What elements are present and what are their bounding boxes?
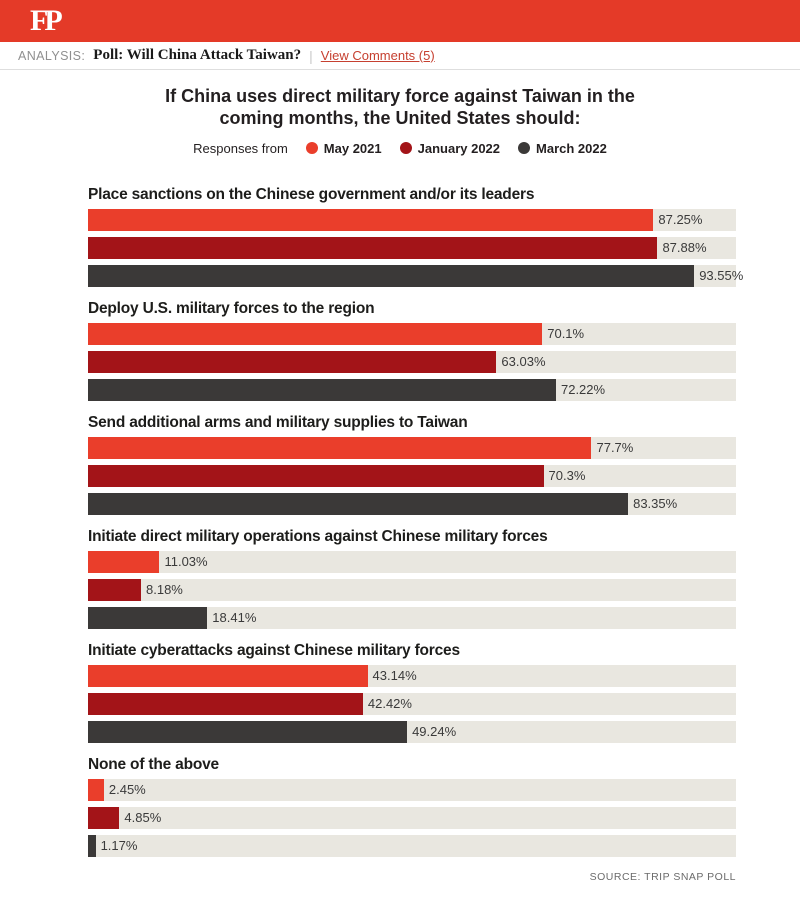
bar-may-2021 [88,436,592,459]
bar-may-2021 [88,550,160,573]
bar-track: 93.55% [88,264,743,287]
category-label: Send additional arms and military suppli… [88,413,468,431]
legend-item-january-2022: January 2022 [399,140,501,156]
legend-dot-icon-january-2022 [399,142,412,155]
article-title: Poll: Will China Attack Taiwan? [93,47,302,63]
legend-item-march-2022: March 2022 [518,141,607,156]
value-label: 83.35% [633,495,678,511]
bar-march-2022 [88,492,629,515]
chart-title-line-1: If China uses direct military force agai… [165,86,635,106]
bar-track: 18.41% [88,606,736,629]
bar-track: 42.42% [88,692,736,715]
bar-march-2022 [88,834,96,857]
value-label: 70.1% [547,325,585,341]
legend-prefix: Responses from [193,140,288,156]
value-label: 8.18% [146,581,183,597]
chart-title-line-2: coming months, the United States should: [219,107,581,128]
bar-track: 87.88% [88,236,736,259]
legend-label-march-2022: March 2022 [536,140,607,156]
bar-january-2022 [88,578,141,601]
category-label: Initiate direct military operations agai… [88,527,548,545]
value-label: 77.7% [596,439,634,455]
bar-march-2022 [88,606,208,629]
bar-may-2021 [88,208,654,231]
value-label: 72.22% [560,381,606,397]
bar-track: 70.1% [88,322,736,345]
value-label: 11.03% [164,553,208,569]
bar-group-0: Place sanctions on the Chinese governmen… [88,185,743,287]
category-label: Initiate cyberattacks against Chinese mi… [88,641,460,659]
kicker-label: ANALYSIS: [18,48,86,63]
value-label: 70.3% [548,467,586,483]
bar-track: 2.45% [88,778,736,801]
bar-track: 70.3% [88,464,736,487]
category-label: None of the above [88,755,219,773]
value-label: 18.41% [212,609,257,625]
bar-track: 83.35% [88,492,736,515]
separator: | [309,47,313,64]
view-comments-link[interactable]: View Comments (5) [320,48,435,63]
category-label: Place sanctions on the Chinese governmen… [88,185,535,203]
chart-title: If China uses direct military force agai… [0,86,800,130]
value-label: 1.17% [100,837,138,853]
value-label: 49.24% [412,723,457,739]
legend-label-may-2021: May 2021 [323,140,382,156]
legend: Responses from May 2021 January 2022 March… [0,141,800,156]
bar-track: 63.03% [88,350,736,373]
legend-label-january-2022: January 2022 [417,140,501,156]
bar-track: 77.7% [88,436,736,459]
top-banner: FP [0,0,800,42]
bar-march-2022 [88,378,556,401]
fp-logo[interactable]: FP [30,4,63,37]
bar-group-4: Initiate cyberattacks against Chinese mi… [88,642,736,743]
bar-track: 87.25% [88,208,736,231]
bar-track: 1.17% [88,834,736,857]
bar-track: 8.18% [88,578,736,601]
value-label: 4.85% [124,809,162,825]
bar-may-2021 [88,664,368,687]
bar-group-2: Send additional arms and military suppli… [88,414,736,515]
bar-march-2022 [88,264,695,287]
value-label: 63.03% [501,353,546,369]
value-label: 42.42% [367,695,412,711]
bar-chart: Place sanctions on the Chinese governmen… [88,185,743,857]
bar-january-2022 [88,350,497,373]
value-label: 87.25% [658,211,703,227]
bar-group-3: Initiate direct military operations agai… [88,528,736,629]
bar-may-2021 [88,322,543,345]
bar-track: 4.85% [88,806,736,829]
legend-item-may-2021: May 2021 [305,140,382,156]
value-label: 87.88% [662,239,707,255]
bar-track: 72.22% [88,378,736,401]
legend-dot-icon-may-2021 [305,142,318,155]
value-label: 43.14% [372,667,417,683]
bar-track: 49.24% [88,720,736,743]
article-header-bar: ANALYSIS: Poll: Will China Attack Taiwan… [0,42,800,70]
source-note: SOURCE: TRIP SNAP POLL [589,870,736,883]
bar-may-2021 [88,778,104,801]
value-label: 93.55% [699,267,744,283]
bar-january-2022 [88,692,363,715]
bar-january-2022 [88,464,544,487]
bar-group-1: Deploy U.S. military forces to the regio… [88,300,736,401]
bar-track: 11.03% [88,550,736,573]
bar-january-2022 [88,806,120,829]
bar-march-2022 [88,720,408,743]
legend-dot-icon-march-2022 [518,142,531,155]
bar-january-2022 [88,236,658,259]
category-label: Deploy U.S. military forces to the regio… [88,299,375,317]
bar-group-5: None of the above 2.45% 4.85% 1.17% [88,756,736,857]
value-label: 2.45% [108,781,146,797]
bar-track: 43.14% [88,664,736,687]
